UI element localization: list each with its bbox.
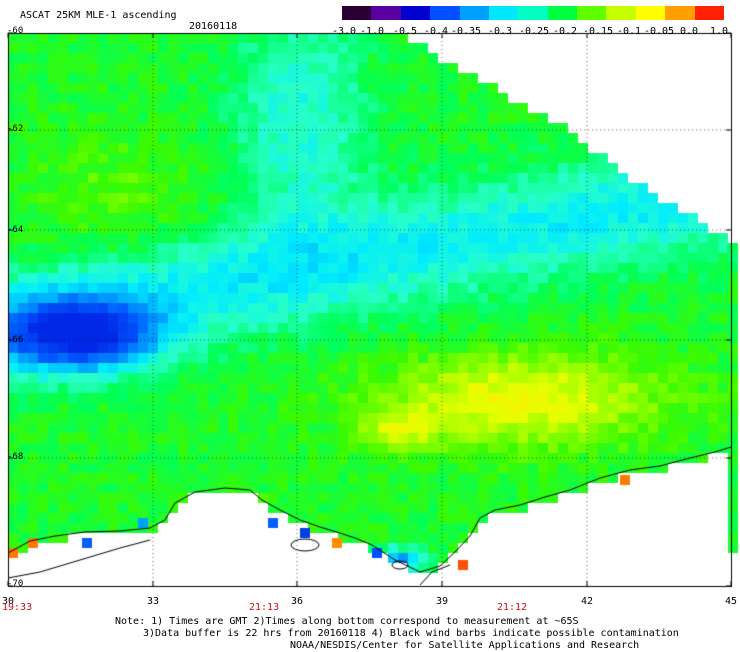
- colorbar-swatch: [635, 6, 666, 20]
- colorbar-label: -0.15: [582, 26, 614, 37]
- map-title: ASCAT 25KM MLE-1 ascending: [20, 10, 177, 21]
- colorbar-label: -0.25: [518, 26, 550, 37]
- colorbar-swatch: [488, 6, 519, 20]
- note-line-2: 3)Data buffer is 22 hrs from 20160118 4)…: [143, 628, 679, 639]
- pass-time: 21:12: [497, 602, 528, 613]
- pass-time: 21:13: [249, 602, 280, 613]
- colorbar-swatch: [459, 6, 490, 20]
- lat-label: -66: [7, 335, 24, 345]
- colorbar-label: -0.1: [616, 26, 642, 37]
- colorbar-swatch: [577, 6, 607, 20]
- colorbar-swatch: [606, 6, 637, 20]
- colorbar-label: -0.4: [423, 26, 449, 37]
- colorbar-label: -0.5: [392, 26, 418, 37]
- colorbar-label: 0.0: [679, 26, 699, 37]
- colorbar-swatch: [665, 6, 696, 20]
- lat-label: -64: [7, 225, 24, 235]
- colorbar-swatch: [518, 6, 549, 20]
- note-line-3: NOAA/NESDIS/Center for Satellite Applica…: [290, 640, 640, 651]
- colorbar-label: -3.0: [331, 26, 357, 37]
- lon-label: 36: [290, 596, 304, 607]
- lat-label: -68: [7, 452, 24, 462]
- lon-label: 33: [146, 596, 160, 607]
- pass-time: 19:33: [2, 602, 33, 613]
- lon-label: 42: [580, 596, 594, 607]
- lat-label: -70: [7, 579, 24, 589]
- lat-label: -60: [7, 26, 24, 36]
- map-date: 20160118: [189, 21, 238, 32]
- colorbar-swatch: [371, 6, 402, 20]
- colorbar-swatch: [430, 6, 461, 20]
- lon-label: 45: [724, 596, 738, 607]
- colorbar-label: -0.3: [487, 26, 513, 37]
- lon-label: 39: [435, 596, 449, 607]
- colorbar-swatch: [342, 6, 372, 20]
- lat-label: -62: [7, 124, 24, 134]
- colorbar-label: -0.2: [552, 26, 578, 37]
- colorbar-swatch: [694, 6, 725, 20]
- colorbar-swatch: [400, 6, 431, 20]
- lon-label: 30: [1, 596, 15, 607]
- note-line-1: Note: 1) Times are GMT 2)Times along bot…: [115, 616, 579, 627]
- colorbar-label: -1.0: [359, 26, 385, 37]
- colorbar-label: 1.0: [709, 26, 729, 37]
- colorbar-label: -0.35: [450, 26, 482, 37]
- colorbar-swatch: [547, 6, 578, 20]
- colorbar-label: -0.05: [643, 26, 675, 37]
- colorbar: [342, 6, 725, 20]
